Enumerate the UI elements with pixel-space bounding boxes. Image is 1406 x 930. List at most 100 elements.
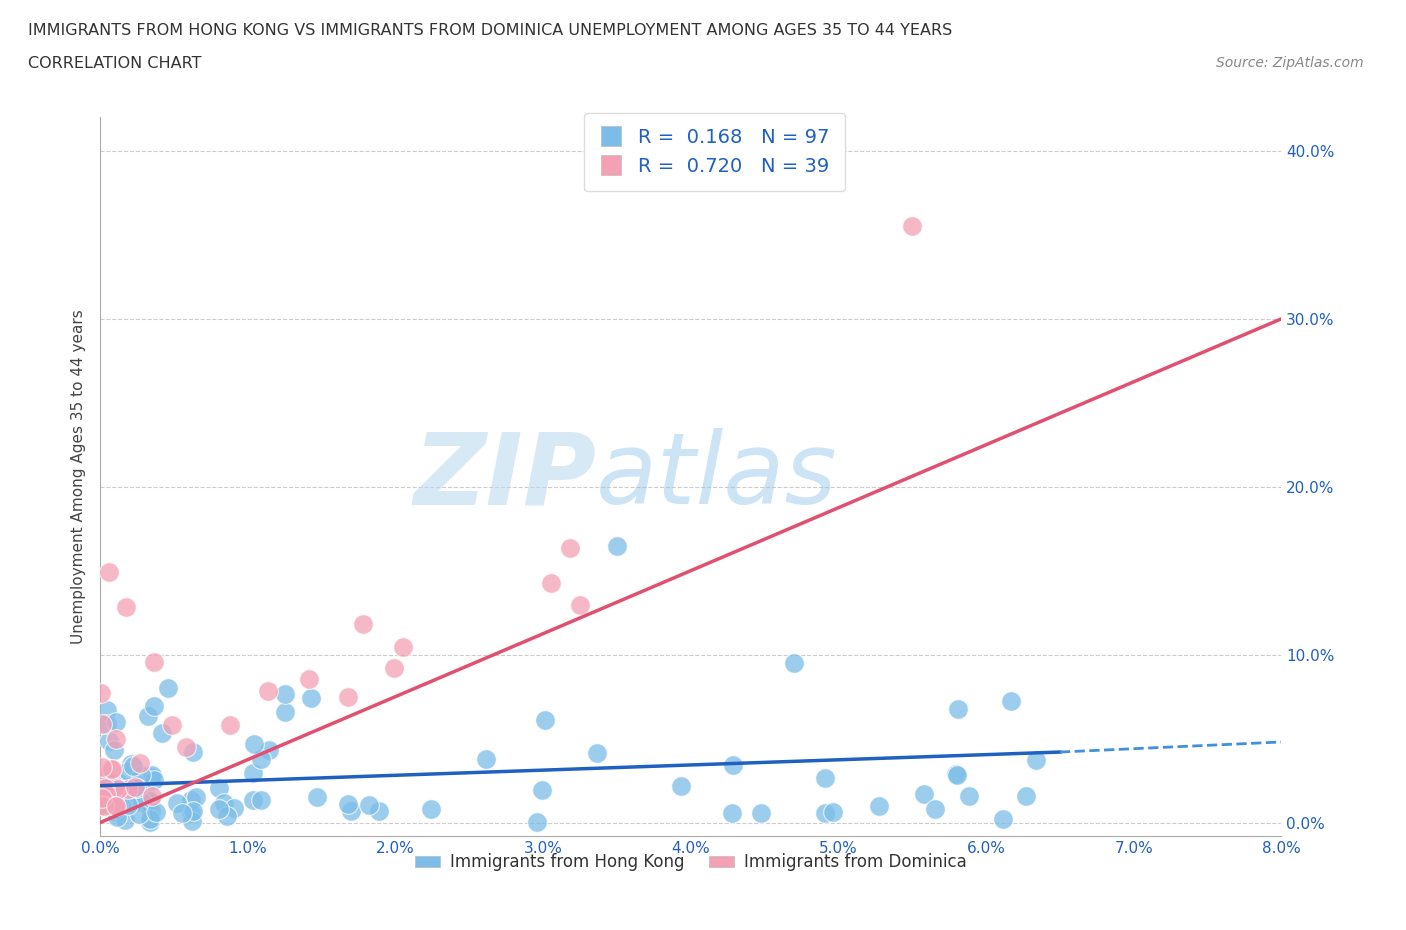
Point bbox=[117, 798, 139, 813]
Point bbox=[91, 798, 114, 813]
Point bbox=[924, 802, 946, 817]
Point bbox=[128, 755, 150, 770]
Point bbox=[901, 219, 924, 233]
Point bbox=[533, 713, 555, 728]
Point bbox=[526, 815, 548, 830]
Point bbox=[97, 780, 120, 795]
Point bbox=[305, 790, 328, 804]
Point bbox=[219, 718, 242, 733]
Point bbox=[124, 780, 146, 795]
Point bbox=[150, 725, 173, 740]
Point bbox=[250, 792, 273, 807]
Point bbox=[945, 768, 967, 783]
Point bbox=[93, 798, 115, 813]
Point bbox=[94, 787, 117, 802]
Point bbox=[181, 745, 204, 760]
Point bbox=[136, 709, 159, 724]
Point bbox=[721, 758, 744, 773]
Point bbox=[336, 690, 359, 705]
Point bbox=[142, 773, 165, 788]
Point bbox=[128, 778, 150, 793]
Text: Source: ZipAtlas.com: Source: ZipAtlas.com bbox=[1216, 56, 1364, 70]
Point bbox=[114, 600, 136, 615]
Point bbox=[105, 802, 128, 817]
Point bbox=[94, 767, 117, 782]
Point bbox=[98, 565, 121, 579]
Point bbox=[103, 742, 125, 757]
Point bbox=[174, 739, 197, 754]
Text: IMMIGRANTS FROM HONG KONG VS IMMIGRANTS FROM DOMINICA UNEMPLOYMENT AMONG AGES 35: IMMIGRANTS FROM HONG KONG VS IMMIGRANTS … bbox=[28, 23, 952, 38]
Point bbox=[823, 804, 845, 819]
Point bbox=[991, 811, 1014, 826]
Point bbox=[93, 780, 115, 795]
Point bbox=[181, 804, 204, 818]
Point bbox=[180, 806, 202, 821]
Point bbox=[945, 766, 967, 781]
Point bbox=[814, 770, 837, 785]
Point bbox=[337, 796, 360, 811]
Point bbox=[160, 717, 183, 732]
Point bbox=[91, 760, 114, 775]
Point bbox=[104, 798, 127, 813]
Point bbox=[97, 777, 120, 791]
Point bbox=[117, 782, 139, 797]
Point bbox=[586, 746, 609, 761]
Point bbox=[139, 793, 162, 808]
Point bbox=[1025, 753, 1047, 768]
Point bbox=[110, 797, 132, 812]
Point bbox=[107, 810, 129, 825]
Point bbox=[107, 799, 129, 814]
Point bbox=[156, 681, 179, 696]
Point bbox=[103, 790, 125, 805]
Point bbox=[131, 767, 153, 782]
Point bbox=[222, 800, 245, 815]
Point bbox=[540, 575, 562, 590]
Point bbox=[392, 639, 415, 654]
Point bbox=[749, 805, 772, 820]
Point bbox=[96, 798, 118, 813]
Point bbox=[121, 758, 143, 773]
Point bbox=[242, 792, 264, 807]
Point bbox=[250, 751, 273, 766]
Point bbox=[105, 732, 128, 747]
Point bbox=[1015, 789, 1038, 804]
Point bbox=[100, 762, 122, 777]
Point bbox=[139, 811, 162, 826]
Point bbox=[97, 734, 120, 749]
Point bbox=[139, 770, 162, 785]
Point bbox=[124, 780, 146, 795]
Point bbox=[114, 813, 136, 828]
Point bbox=[207, 781, 229, 796]
Point bbox=[131, 794, 153, 809]
Point bbox=[93, 797, 115, 812]
Point bbox=[143, 698, 166, 713]
Text: atlas: atlas bbox=[596, 428, 838, 525]
Point bbox=[143, 655, 166, 670]
Point bbox=[90, 790, 112, 805]
Point bbox=[558, 540, 581, 555]
Point bbox=[813, 805, 835, 820]
Point bbox=[357, 797, 380, 812]
Point bbox=[186, 790, 208, 804]
Point bbox=[783, 656, 806, 671]
Point bbox=[96, 717, 118, 732]
Legend: Immigrants from Hong Kong, Immigrants from Dominica: Immigrants from Hong Kong, Immigrants fr… bbox=[408, 846, 973, 878]
Point bbox=[134, 786, 156, 801]
Point bbox=[242, 765, 264, 780]
Point bbox=[166, 795, 188, 810]
Point bbox=[301, 691, 323, 706]
Point bbox=[107, 782, 129, 797]
Point bbox=[340, 804, 363, 818]
Point bbox=[721, 805, 744, 820]
Y-axis label: Unemployment Among Ages 35 to 44 years: Unemployment Among Ages 35 to 44 years bbox=[72, 310, 86, 644]
Point bbox=[180, 792, 202, 807]
Point bbox=[93, 798, 115, 813]
Point bbox=[208, 802, 231, 817]
Point bbox=[274, 705, 297, 720]
Point bbox=[96, 702, 118, 717]
Point bbox=[243, 737, 266, 751]
Point bbox=[127, 779, 149, 794]
Point bbox=[170, 805, 193, 820]
Point bbox=[1000, 694, 1022, 709]
Point bbox=[948, 702, 970, 717]
